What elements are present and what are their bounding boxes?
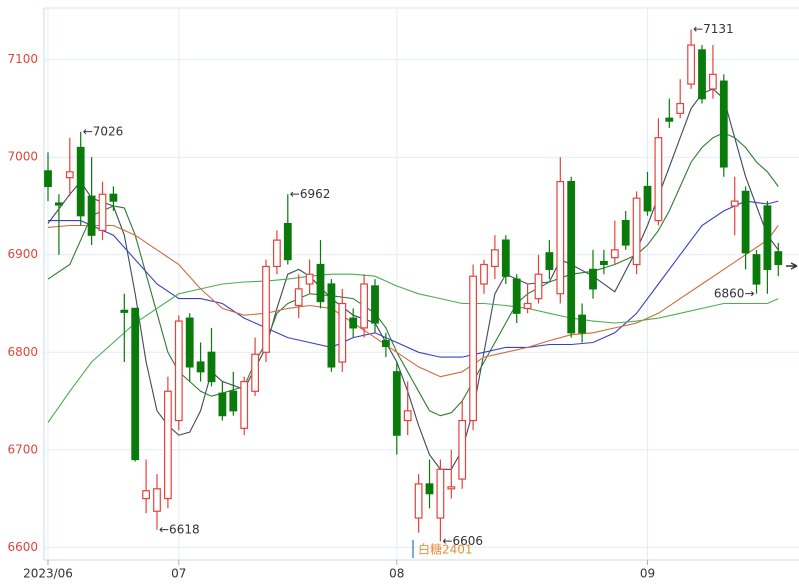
- candle-body: [98, 193, 107, 231]
- candle-body: [491, 249, 499, 268]
- candle-body: [676, 102, 685, 114]
- candle-body: [131, 307, 140, 461]
- candle-body: [164, 390, 172, 500]
- candle-body: [316, 263, 325, 303]
- candle-body: [665, 117, 674, 122]
- y-tick-label: 7100: [7, 52, 38, 66]
- ma-line: [47, 224, 779, 378]
- candle-body: [621, 220, 630, 246]
- candle-body: [283, 222, 292, 261]
- candle-body: [730, 200, 739, 207]
- candle-body: [76, 146, 85, 217]
- candle-body: [349, 317, 358, 329]
- candle-body: [643, 185, 652, 212]
- candle-body: [207, 351, 216, 383]
- candle-body: [698, 49, 706, 100]
- contract-label: 白糖2401: [418, 542, 473, 557]
- candle-body: [501, 239, 510, 277]
- candle-body: [436, 468, 445, 519]
- annotation: ←6606: [442, 534, 483, 548]
- candle-body: [556, 180, 565, 295]
- candle-body: [218, 392, 227, 417]
- x-tick-label: 2023/06: [23, 567, 73, 581]
- candle-body: [273, 239, 281, 268]
- x-tick-label: 08: [389, 567, 404, 581]
- annotation: ←7131: [693, 22, 734, 36]
- candle-body: [752, 254, 761, 285]
- candle-body: [65, 171, 74, 179]
- candle-body: [458, 419, 467, 480]
- candle-body: [44, 170, 52, 188]
- ma-line: [48, 200, 779, 358]
- candle-body: [120, 309, 129, 313]
- candle-body: [174, 320, 183, 422]
- candle-body: [294, 288, 303, 307]
- y-tick-label: 7000: [7, 150, 38, 164]
- ma-line: [47, 132, 779, 417]
- candle-body: [109, 193, 118, 202]
- candle-body: [719, 80, 728, 168]
- candle-body: [54, 202, 63, 206]
- candle-body: [229, 390, 238, 412]
- candle-body: [240, 380, 249, 429]
- candle-body: [196, 361, 205, 373]
- annotation: ←6618: [159, 522, 200, 536]
- candle-body: [599, 260, 608, 266]
- candle-body: [327, 283, 336, 368]
- y-tick-label: 6700: [7, 442, 38, 456]
- candle-body: [142, 490, 151, 500]
- ma-line: [47, 273, 779, 423]
- y-tick-label: 6900: [7, 247, 38, 261]
- candle-body: [153, 488, 161, 512]
- candle-body: [382, 339, 390, 348]
- candle-body: [774, 251, 783, 266]
- candle-body: [185, 317, 194, 368]
- annotation: 6860→: [714, 286, 755, 300]
- candle-body: [708, 73, 717, 90]
- candle-body: [338, 302, 347, 363]
- candle-body: [741, 190, 750, 254]
- candle-body: [523, 302, 532, 309]
- candle-body: [610, 249, 619, 259]
- candle-body: [687, 44, 695, 85]
- candle-body: [512, 278, 521, 314]
- x-tick-label: 07: [171, 567, 186, 581]
- candle-body: [567, 180, 576, 334]
- x-tick-label: 09: [640, 567, 655, 581]
- candle-body: [360, 283, 368, 329]
- candle-body: [447, 486, 456, 490]
- candle-body: [262, 265, 270, 353]
- candle-body: [654, 137, 663, 222]
- candle-body: [545, 252, 554, 270]
- last-price-arrow: [786, 262, 798, 270]
- ma-line: [47, 88, 779, 470]
- candle-body: [469, 275, 477, 422]
- candle-body: [632, 197, 641, 266]
- candle-body: [480, 263, 488, 285]
- annotation: ←7026: [83, 124, 124, 138]
- candle-body: [534, 273, 543, 300]
- candle-body: [392, 371, 401, 436]
- candle-body: [251, 353, 260, 392]
- y-tick-label: 6800: [7, 345, 38, 359]
- annotation: ←6962: [290, 187, 331, 201]
- candle-body: [371, 285, 379, 324]
- candle-body: [403, 410, 412, 422]
- candle-body: [414, 483, 423, 519]
- candle-body: [578, 314, 586, 334]
- candle-body: [87, 195, 96, 236]
- candle-body: [763, 205, 772, 270]
- candle-body: [305, 273, 314, 285]
- candle-body: [589, 268, 597, 290]
- candle-body: [425, 483, 434, 495]
- y-tick-label: 6600: [7, 540, 38, 554]
